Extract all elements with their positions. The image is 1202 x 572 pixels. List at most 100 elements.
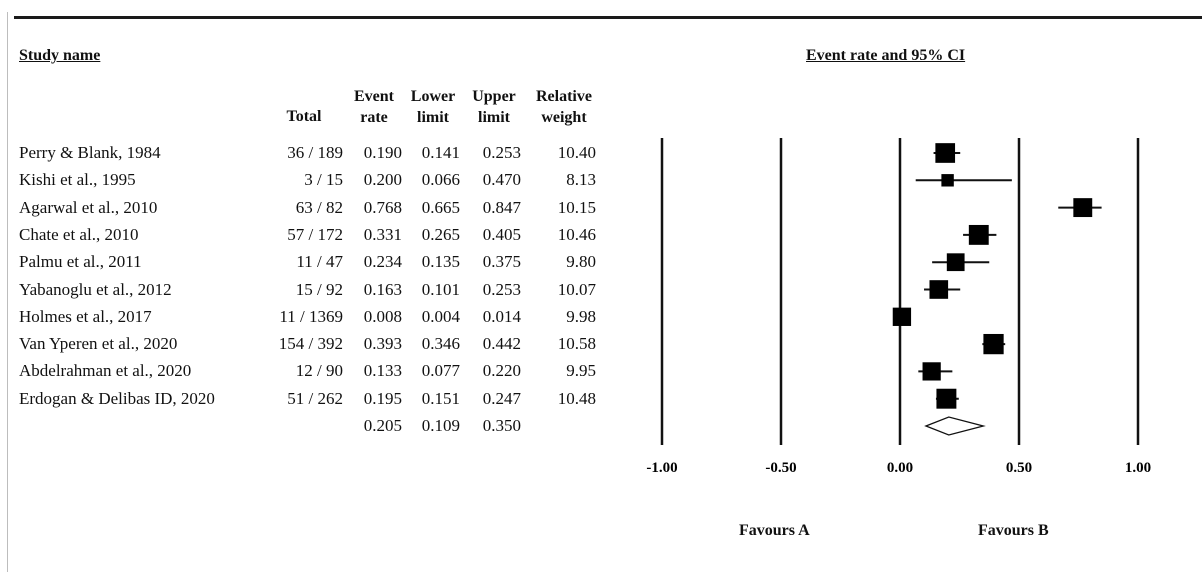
lower-limit-value: 0.135 xyxy=(421,252,460,272)
relative-weight-value: 10.46 xyxy=(557,224,596,244)
relative-weight-value: 10.40 xyxy=(557,143,596,162)
top-rule xyxy=(14,16,1202,19)
total-value: 36 / 189 xyxy=(287,143,343,162)
favours-a-label: Favours A xyxy=(739,522,810,539)
lower-limit-value: 0.004 xyxy=(421,306,460,326)
relative-weight-value: 10.07 xyxy=(557,279,596,299)
upper-limit-value: 0.405 xyxy=(482,224,521,244)
lower-limit-value: 0.066 xyxy=(421,170,460,190)
lower-limit-value: 0.346 xyxy=(421,334,460,354)
upper-limit-header-line2: limit xyxy=(478,109,510,126)
relative-weight-value: 10.58 xyxy=(557,334,596,354)
relative-weight-value: 8.13 xyxy=(566,170,596,190)
event-rate-value: 0.234 xyxy=(363,252,402,272)
study-name: Abdelrahman et al., 2020 xyxy=(19,361,192,381)
study-name: Chate et al., 2010 xyxy=(19,224,139,244)
upper-limit-header: Upper limit xyxy=(464,86,524,128)
point-estimate-marker xyxy=(968,224,989,245)
study-name: Agarwal et al., 2010 xyxy=(19,197,158,217)
summary-lower-limit: 0.109 xyxy=(421,416,460,435)
event-rate-header-line2: rate xyxy=(360,109,388,126)
relative-weight-header: Relative weight xyxy=(526,86,602,128)
study-name: Perry & Blank, 1984 xyxy=(19,143,161,162)
upper-limit-value: 0.247 xyxy=(482,388,521,408)
event-rate-value: 0.195 xyxy=(363,388,402,408)
point-estimate-marker xyxy=(929,280,949,299)
point-estimate-marker xyxy=(892,307,912,326)
point-estimate-marker xyxy=(936,388,957,409)
lower-limit-value: 0.665 xyxy=(421,197,460,217)
upper-limit-value: 0.253 xyxy=(482,143,521,162)
total-header: Total xyxy=(286,108,322,125)
upper-limit-value: 0.847 xyxy=(482,197,521,217)
upper-limit-value: 0.014 xyxy=(482,306,521,326)
relative-weight-value: 9.80 xyxy=(566,252,596,272)
summary-event-rate: 0.205 xyxy=(363,416,402,435)
lower-limit-value: 0.265 xyxy=(421,224,460,244)
plot-title: Event rate and 95% CI xyxy=(806,47,966,64)
upper-limit-value: 0.253 xyxy=(482,279,521,299)
relative-weight-value: 9.98 xyxy=(566,306,596,326)
event-rate-value: 0.331 xyxy=(363,224,402,244)
study-name-header: Study name xyxy=(19,47,101,64)
x-tick-label: 0.50 xyxy=(1006,460,1032,476)
lower-limit-value: 0.151 xyxy=(421,388,460,408)
point-estimate-marker xyxy=(1073,198,1093,218)
relative-weight-value: 9.95 xyxy=(566,361,596,381)
study-name: Palmu et al., 2011 xyxy=(19,252,142,272)
study-name: Van Yperen et al., 2020 xyxy=(19,334,178,354)
total-value: 15 / 92 xyxy=(295,279,343,299)
upper-limit-value: 0.375 xyxy=(482,252,521,272)
relative-weight-value: 10.15 xyxy=(557,197,596,217)
x-tick-label: -0.50 xyxy=(765,460,796,476)
point-estimate-marker xyxy=(946,253,965,272)
x-tick-label: 1.00 xyxy=(1125,460,1151,476)
relative-weight-header-line1: Relative xyxy=(536,88,592,105)
event-rate-value: 0.008 xyxy=(363,306,402,326)
total-value: 3 / 15 xyxy=(304,170,343,190)
total-value: 11 / 1369 xyxy=(279,306,343,326)
lower-limit-value: 0.101 xyxy=(421,279,460,299)
relative-weight-header-line2: weight xyxy=(541,109,587,126)
total-value: 51 / 262 xyxy=(287,388,343,408)
upper-limit-value: 0.470 xyxy=(482,170,521,190)
event-rate-value: 0.190 xyxy=(363,143,402,162)
summary-diamond xyxy=(924,416,986,436)
study-name: Yabanoglu et al., 2012 xyxy=(19,279,172,299)
favours-b-label: Favours B xyxy=(978,522,1049,539)
point-estimate-marker xyxy=(922,362,941,381)
lower-limit-value: 0.141 xyxy=(421,143,460,162)
study-name: Kishi et al., 1995 xyxy=(19,170,136,190)
study-name: Holmes et al., 2017 xyxy=(19,306,152,326)
point-estimate-marker xyxy=(935,143,956,163)
total-value: 63 / 82 xyxy=(295,197,343,217)
event-rate-value: 0.163 xyxy=(363,279,402,299)
total-value: 11 / 47 xyxy=(296,252,343,272)
study-name: Erdogan & Delibas ID, 2020 xyxy=(19,388,215,408)
upper-limit-value: 0.220 xyxy=(482,361,521,381)
upper-limit-value: 0.442 xyxy=(482,334,521,354)
point-estimate-marker xyxy=(941,174,954,187)
total-value: 154 / 392 xyxy=(278,334,343,354)
summary-upper-limit: 0.350 xyxy=(482,416,521,435)
event-rate-header-line1: Event xyxy=(354,88,394,105)
event-rate-value: 0.393 xyxy=(363,334,402,354)
lower-limit-header-line2: limit xyxy=(417,109,449,126)
point-estimate-marker xyxy=(983,333,1004,355)
event-rate-value: 0.768 xyxy=(363,197,402,217)
upper-limit-header-line1: Upper xyxy=(472,88,516,105)
lower-limit-header-line1: Lower xyxy=(410,88,456,105)
total-value: 57 / 172 xyxy=(287,224,343,244)
left-border xyxy=(7,12,8,572)
event-rate-value: 0.200 xyxy=(363,170,402,190)
lower-limit-value: 0.077 xyxy=(421,361,460,381)
x-tick-label: 0.00 xyxy=(887,460,913,476)
event-rate-header: Event rate xyxy=(346,86,402,128)
event-rate-value: 0.133 xyxy=(363,361,402,381)
relative-weight-value: 10.48 xyxy=(557,388,596,408)
x-tick-label: -1.00 xyxy=(646,460,677,476)
total-value: 12 / 90 xyxy=(295,361,343,381)
lower-limit-header: Lower limit xyxy=(403,86,463,128)
